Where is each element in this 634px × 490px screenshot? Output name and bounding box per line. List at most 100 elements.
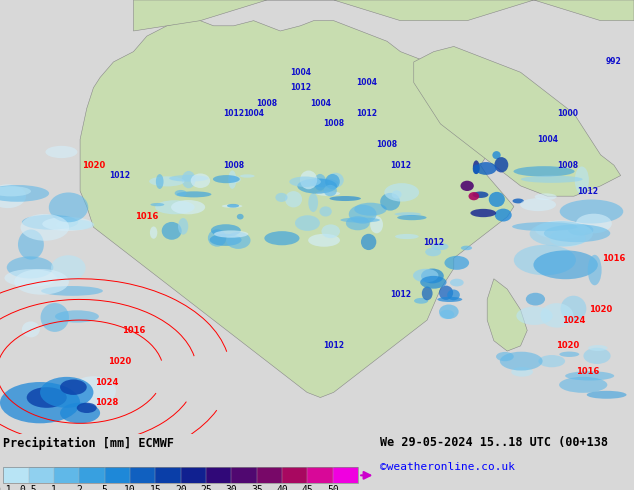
Ellipse shape <box>394 212 421 216</box>
Text: 992: 992 <box>606 57 622 67</box>
Ellipse shape <box>32 386 51 409</box>
Ellipse shape <box>529 221 593 246</box>
Ellipse shape <box>182 171 195 188</box>
Ellipse shape <box>4 269 58 287</box>
Text: 1008: 1008 <box>557 161 578 170</box>
Ellipse shape <box>395 234 418 239</box>
Ellipse shape <box>469 192 479 200</box>
Text: 1004: 1004 <box>537 135 558 144</box>
Ellipse shape <box>586 391 626 399</box>
Ellipse shape <box>495 157 508 172</box>
Polygon shape <box>134 0 634 31</box>
Ellipse shape <box>526 293 545 305</box>
Ellipse shape <box>354 203 387 216</box>
Ellipse shape <box>384 183 419 201</box>
Text: 1004: 1004 <box>243 109 264 118</box>
Ellipse shape <box>150 203 164 206</box>
Text: 1: 1 <box>51 486 57 490</box>
Ellipse shape <box>300 171 317 189</box>
Ellipse shape <box>544 224 611 242</box>
Ellipse shape <box>413 269 439 282</box>
Ellipse shape <box>439 310 454 319</box>
Ellipse shape <box>473 160 479 174</box>
Ellipse shape <box>56 220 94 230</box>
Text: 20: 20 <box>175 486 186 490</box>
Ellipse shape <box>214 230 249 238</box>
Ellipse shape <box>162 222 182 240</box>
Text: 1012: 1012 <box>110 171 131 180</box>
Ellipse shape <box>489 192 505 207</box>
Ellipse shape <box>155 200 195 214</box>
Ellipse shape <box>22 215 78 230</box>
Ellipse shape <box>425 247 441 256</box>
Ellipse shape <box>535 220 587 239</box>
Text: 1016: 1016 <box>135 212 158 221</box>
Ellipse shape <box>264 231 299 245</box>
Text: 1012: 1012 <box>577 187 598 196</box>
Ellipse shape <box>422 287 432 300</box>
Ellipse shape <box>583 348 611 364</box>
Ellipse shape <box>320 206 332 217</box>
Text: 1020: 1020 <box>589 305 612 314</box>
Text: 1012: 1012 <box>424 238 444 247</box>
Text: 1020: 1020 <box>108 357 132 366</box>
Bar <box>29 467 54 483</box>
Bar <box>79 467 105 483</box>
Ellipse shape <box>431 243 448 250</box>
Polygon shape <box>487 279 527 351</box>
Text: 1020: 1020 <box>82 161 105 170</box>
Ellipse shape <box>7 256 53 278</box>
Ellipse shape <box>295 215 320 231</box>
Ellipse shape <box>51 255 86 281</box>
Ellipse shape <box>588 345 607 351</box>
Text: 30: 30 <box>226 486 237 490</box>
Ellipse shape <box>549 230 586 247</box>
Ellipse shape <box>476 162 496 175</box>
Text: 1012: 1012 <box>356 109 378 118</box>
Text: 45: 45 <box>302 486 313 490</box>
Text: 25: 25 <box>200 486 212 490</box>
Text: 50: 50 <box>327 486 339 490</box>
Ellipse shape <box>514 245 576 275</box>
Ellipse shape <box>560 199 623 223</box>
Ellipse shape <box>346 216 370 230</box>
Text: We 29-05-2024 15..18 UTC (00+138: We 29-05-2024 15..18 UTC (00+138 <box>380 437 609 449</box>
Ellipse shape <box>533 250 598 279</box>
Ellipse shape <box>323 185 337 196</box>
Ellipse shape <box>439 304 458 319</box>
Ellipse shape <box>516 307 553 325</box>
Text: 40: 40 <box>276 486 288 490</box>
Ellipse shape <box>20 214 69 241</box>
Ellipse shape <box>450 279 463 287</box>
Ellipse shape <box>213 175 240 183</box>
Ellipse shape <box>191 173 210 188</box>
Ellipse shape <box>150 226 157 239</box>
Ellipse shape <box>588 255 602 285</box>
Bar <box>3 467 358 483</box>
Ellipse shape <box>208 229 226 246</box>
Ellipse shape <box>534 194 557 200</box>
Ellipse shape <box>227 204 239 208</box>
Ellipse shape <box>289 176 321 187</box>
Text: ©weatheronline.co.uk: ©weatheronline.co.uk <box>380 462 515 472</box>
Ellipse shape <box>210 234 242 246</box>
Ellipse shape <box>325 174 340 189</box>
Ellipse shape <box>0 382 80 423</box>
Ellipse shape <box>493 151 501 159</box>
Ellipse shape <box>520 198 556 211</box>
Ellipse shape <box>512 222 578 231</box>
Ellipse shape <box>22 321 40 338</box>
Ellipse shape <box>18 229 44 260</box>
Ellipse shape <box>460 181 474 191</box>
Text: 2: 2 <box>76 486 82 490</box>
Ellipse shape <box>42 217 93 231</box>
Bar <box>54 467 79 483</box>
Ellipse shape <box>397 215 427 220</box>
Text: 1000: 1000 <box>557 109 578 118</box>
Ellipse shape <box>559 351 579 357</box>
Ellipse shape <box>330 196 361 201</box>
Ellipse shape <box>514 166 574 176</box>
Ellipse shape <box>472 192 488 198</box>
Text: 1012: 1012 <box>323 342 344 350</box>
Bar <box>282 467 307 483</box>
